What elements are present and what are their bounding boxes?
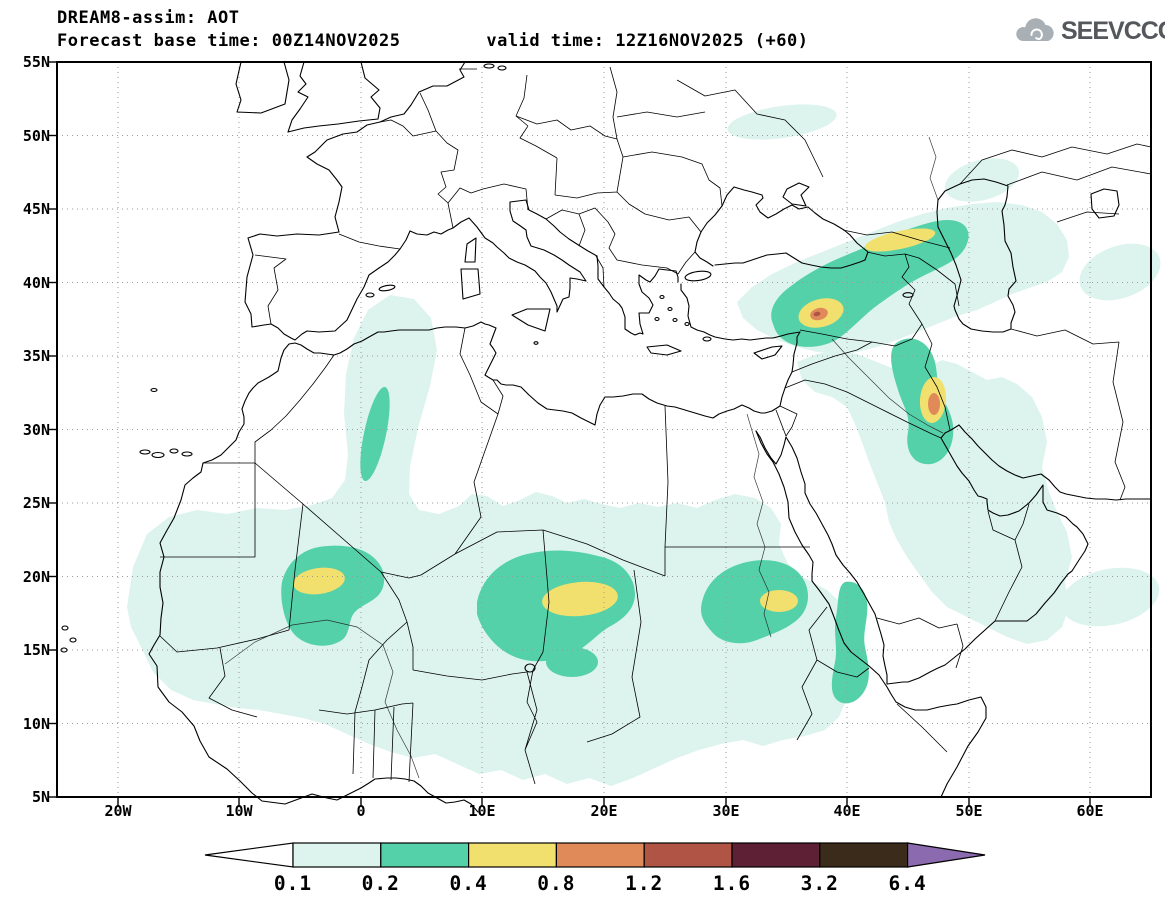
y-axis-tick-label: 50N bbox=[22, 126, 50, 145]
map-frame bbox=[48, 61, 1152, 806]
y-axis-tick-label: 55N bbox=[22, 53, 50, 71]
contour-fills bbox=[127, 104, 1161, 786]
x-axis-tick-label: 10E bbox=[468, 802, 496, 820]
y-axis-tick-label: 15N bbox=[22, 641, 50, 659]
colorbar-segment bbox=[555, 842, 645, 868]
colorbar-overflow-arrow bbox=[906, 842, 986, 868]
y-axis-tick-label: 20N bbox=[22, 567, 50, 586]
x-axis-tick-label: 60E bbox=[1076, 802, 1104, 820]
x-axis-tick-label: 0 bbox=[356, 802, 366, 820]
logo-text: SEEVCCC bbox=[1061, 16, 1165, 45]
colorbar-label: 0.2 bbox=[362, 872, 400, 895]
x-axis-tick-label: 30E bbox=[712, 802, 740, 820]
x-axis-tick-label: 20W bbox=[104, 802, 132, 820]
cloud-icon bbox=[1016, 18, 1054, 42]
colorbar-label: 3.2 bbox=[801, 872, 839, 895]
colorbar-label: 0.4 bbox=[449, 872, 487, 895]
y-axis-tick-label: 5N bbox=[31, 788, 50, 806]
contour-level-0.1 bbox=[127, 104, 1161, 786]
colorbar-segment bbox=[380, 842, 470, 868]
colorbar-label: 1.2 bbox=[625, 872, 663, 895]
y-axis-tick-label: 10N bbox=[22, 714, 50, 733]
colorbar-legend: 0.1 0.2 0.4 0.8 1.2 1.6 3.2 6.4 bbox=[204, 842, 986, 895]
y-axis-tick-label: 30N bbox=[22, 420, 50, 439]
y-axis-tick-label: 40N bbox=[22, 273, 50, 292]
plot-subtitle: Forecast base time: 00Z14NOV2025 valid t… bbox=[57, 31, 809, 51]
colorbar-label: 6.4 bbox=[888, 872, 926, 895]
rivers bbox=[224, 136, 944, 779]
colorbar-segment bbox=[468, 842, 558, 868]
y-axis-tick-label: 45N bbox=[22, 200, 50, 218]
contour-level-0.4 bbox=[293, 228, 947, 617]
colorbar-segment bbox=[643, 842, 733, 868]
x-axis-tick-label: 50E bbox=[955, 802, 983, 820]
map-plot bbox=[48, 61, 1161, 813]
colorbar-label: 0.8 bbox=[537, 872, 575, 895]
colorbar-label: 0.1 bbox=[274, 872, 312, 895]
y-axis-tick-label: 35N bbox=[22, 347, 50, 365]
x-axis-tick-label: 10W bbox=[225, 802, 253, 820]
country-borders bbox=[159, 66, 1152, 785]
contour-level-1.2 bbox=[813, 311, 821, 317]
x-axis-tick-label: 20E bbox=[590, 802, 618, 820]
coastlines bbox=[60, 61, 1152, 813]
plot-title: DREAM8-assim: AOT bbox=[57, 8, 240, 28]
y-axis-tick-label: 25N bbox=[22, 494, 50, 512]
colorbar-segment bbox=[731, 842, 821, 868]
colorbar-segment bbox=[819, 842, 909, 868]
colorbar-label: 1.6 bbox=[713, 872, 751, 895]
colorbar-segment bbox=[292, 842, 382, 868]
x-axis-tick-label: 40E bbox=[833, 802, 861, 820]
seevccc-logo: SEEVCCC bbox=[1012, 16, 1165, 46]
colorbar-underflow-arrow bbox=[204, 842, 294, 868]
